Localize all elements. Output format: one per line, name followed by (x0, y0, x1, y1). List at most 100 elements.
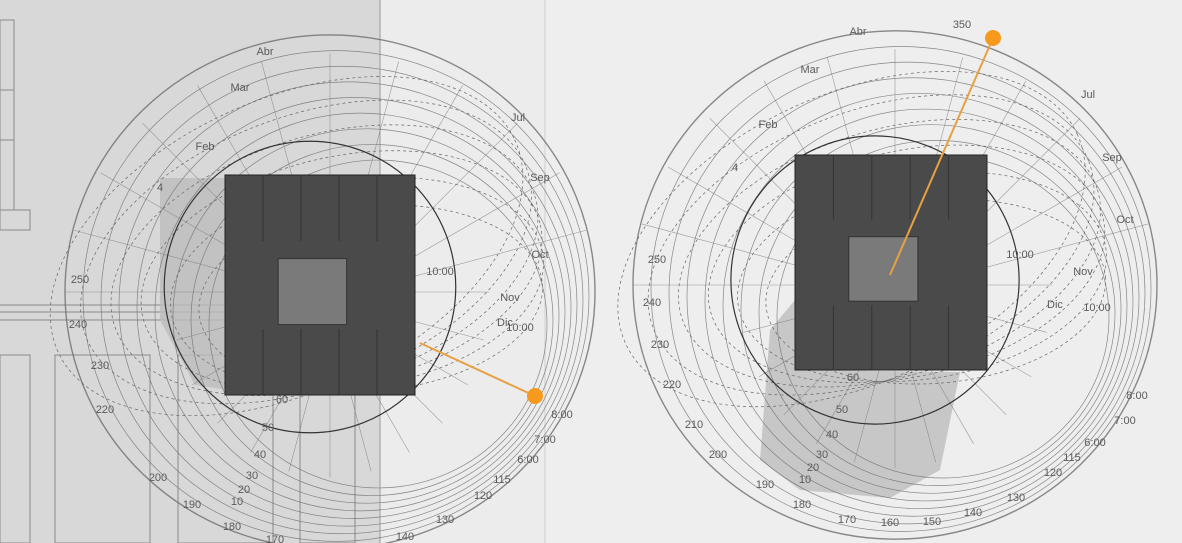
hour-label: 8:00 (1126, 390, 1147, 402)
degree-label: 220 (96, 404, 114, 416)
sun-path-arc (737, 171, 1107, 383)
degree-label: 115 (1063, 452, 1081, 464)
degree-label: 30 (816, 449, 828, 461)
month-label: Mar (801, 64, 820, 76)
month-label: Sep (530, 172, 550, 184)
degree-label: 200 (149, 472, 167, 484)
sphere-ring (686, 77, 1140, 517)
degree-label: 180 (793, 499, 811, 511)
building-shadow (760, 300, 960, 498)
degree-label: 50 (836, 404, 848, 416)
panels: AbrMarFebJulSepOctNovDic10:0010:008:007:… (49, 19, 1158, 543)
month-label: Feb (196, 141, 215, 153)
degree-label: 220 (663, 379, 681, 391)
degree-label: 230 (651, 339, 669, 351)
degree-label: 60 (276, 394, 288, 406)
degree-label: 160 (881, 517, 899, 529)
sun (527, 388, 543, 404)
month-label: Abr (849, 26, 866, 38)
sun-path-arc (678, 119, 1101, 388)
degree-label: 140 (964, 507, 982, 519)
degree-label: 150 (923, 516, 941, 528)
sphere-ring (154, 112, 566, 512)
month-label: Mar (231, 82, 250, 94)
degree-label: 130 (436, 514, 454, 526)
sun-path-arc (110, 124, 539, 396)
degree-label: 4 (732, 162, 738, 174)
hour-label: 10:00 (1083, 302, 1111, 314)
degree-label: 30 (246, 470, 258, 482)
month-label: Jul (1081, 89, 1095, 101)
hour-label: 7:00 (534, 434, 555, 446)
month-label: Nov (500, 292, 520, 304)
degree-label: 50 (262, 422, 274, 434)
sun-path-arc (49, 76, 524, 417)
degree-label: 190 (183, 499, 201, 511)
hour-label: 8:00 (551, 409, 572, 421)
degree-label: 10 (799, 474, 811, 486)
sphere-ring (650, 46, 1152, 532)
degree-label: 115 (493, 474, 511, 486)
degree-label: 210 (685, 419, 703, 431)
degree-label: 240 (69, 319, 87, 331)
degree-label: 350 (953, 19, 971, 31)
degree-label: 10 (231, 496, 243, 508)
horizon-ring (163, 140, 457, 434)
degree-label: 230 (91, 360, 109, 372)
hour-label: 6:00 (1084, 437, 1105, 449)
degree-label: 140 (396, 531, 414, 543)
degree-label: 20 (807, 462, 819, 474)
degree-label: 120 (1044, 467, 1062, 479)
degree-label: 20 (238, 484, 250, 496)
sphere-ring (740, 124, 1122, 494)
month-label: Jul (511, 112, 525, 124)
courtyard (848, 236, 919, 302)
courtyard (277, 258, 348, 326)
degree-label: 240 (643, 297, 661, 309)
month-label: Feb (759, 119, 778, 131)
building-shadow (160, 178, 228, 390)
month-label: Dic (1047, 299, 1063, 311)
degree-label: 250 (71, 274, 89, 286)
degree-label: 4 (157, 182, 163, 194)
sun-path-arc (707, 144, 1106, 383)
month-label: Dic (497, 317, 513, 329)
sun-path-arc (170, 177, 544, 391)
degree-label: 190 (756, 479, 774, 491)
sun-path-diagram: Abr Mar Feb Jul Sep Oct Nov Dic 10:00 10:00 8:00 7:… (617, 19, 1158, 540)
hour-label: 6:00 (517, 454, 538, 466)
sphere-ring (758, 139, 1116, 487)
degree-label: 180 (223, 521, 241, 533)
month-label: Nov (1073, 266, 1093, 278)
month-label: Sep (1102, 152, 1122, 164)
degree-label: 40 (254, 449, 266, 461)
sphere-ring (704, 93, 1134, 509)
sphere-ring (82, 50, 590, 542)
degree-label: 170 (266, 534, 284, 543)
sphere-ring (722, 108, 1128, 502)
sphere-ring (668, 61, 1146, 525)
sphere-ring (208, 159, 548, 489)
degree-label: 60 (847, 372, 859, 384)
sphere-ring (190, 144, 554, 496)
sphere-ring (100, 65, 584, 535)
degree-label: 200 (709, 449, 727, 461)
horizon-ring (730, 135, 1020, 425)
hour-label: 10:00 (1006, 249, 1034, 261)
sun-ray (419, 342, 536, 397)
hour-label: 7:00 (1114, 415, 1135, 427)
month-label: Oct (1116, 214, 1133, 226)
sun (985, 30, 1001, 46)
sphere-ring (172, 128, 560, 504)
degree-label: 120 (474, 490, 492, 502)
sphere-ring (136, 97, 572, 519)
degree-label: 130 (1007, 492, 1025, 504)
month-label: Abr (256, 46, 273, 58)
sun-ray (889, 37, 994, 276)
degree-label: 170 (838, 514, 856, 526)
month-label: Oct (531, 249, 548, 261)
hour-label: 10:00 (506, 322, 534, 334)
degree-label: 250 (648, 254, 666, 266)
degree-label: 40 (826, 429, 838, 441)
